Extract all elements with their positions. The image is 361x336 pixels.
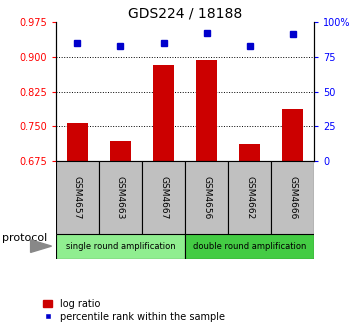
FancyBboxPatch shape (56, 234, 185, 259)
Polygon shape (31, 240, 52, 252)
Text: GSM4663: GSM4663 (116, 176, 125, 219)
FancyBboxPatch shape (142, 161, 185, 234)
Bar (153, 65, 174, 161)
Text: protocol: protocol (2, 233, 47, 243)
Text: GSM4656: GSM4656 (202, 176, 211, 219)
FancyBboxPatch shape (271, 161, 314, 234)
Bar (67, 123, 88, 161)
Legend: log ratio, percentile rank within the sample: log ratio, percentile rank within the sa… (43, 299, 225, 322)
FancyBboxPatch shape (185, 161, 228, 234)
Text: GSM4667: GSM4667 (159, 176, 168, 219)
FancyBboxPatch shape (99, 161, 142, 234)
Text: double round amplification: double round amplification (193, 242, 306, 251)
Text: GSM4666: GSM4666 (288, 176, 297, 219)
Text: GSM4662: GSM4662 (245, 176, 254, 219)
Text: single round amplification: single round amplification (66, 242, 175, 251)
FancyBboxPatch shape (185, 234, 314, 259)
Text: GSM4657: GSM4657 (73, 176, 82, 219)
Bar (196, 60, 217, 161)
FancyBboxPatch shape (228, 161, 271, 234)
Bar (282, 109, 303, 161)
Bar (239, 144, 260, 161)
FancyBboxPatch shape (56, 161, 99, 234)
Bar (110, 141, 131, 161)
Title: GDS224 / 18188: GDS224 / 18188 (128, 7, 242, 21)
